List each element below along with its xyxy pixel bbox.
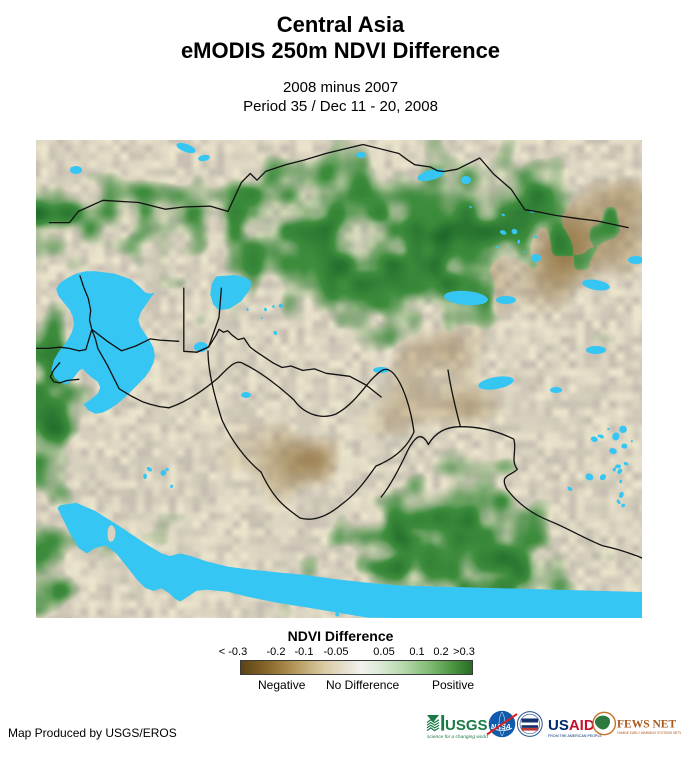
svg-text:USGS: USGS xyxy=(445,717,488,734)
svg-text:FEWS NET: FEWS NET xyxy=(617,719,676,731)
svg-text:FROM THE AMERICAN PEOPLE: FROM THE AMERICAN PEOPLE xyxy=(548,734,602,738)
svg-text:science for a changing world: science for a changing world xyxy=(427,734,488,740)
svg-text:USAID: USAID xyxy=(548,717,595,734)
svg-text:FAMINE EARLY WARNING SYSTEMS N: FAMINE EARLY WARNING SYSTEMS NETWORK xyxy=(617,731,681,735)
